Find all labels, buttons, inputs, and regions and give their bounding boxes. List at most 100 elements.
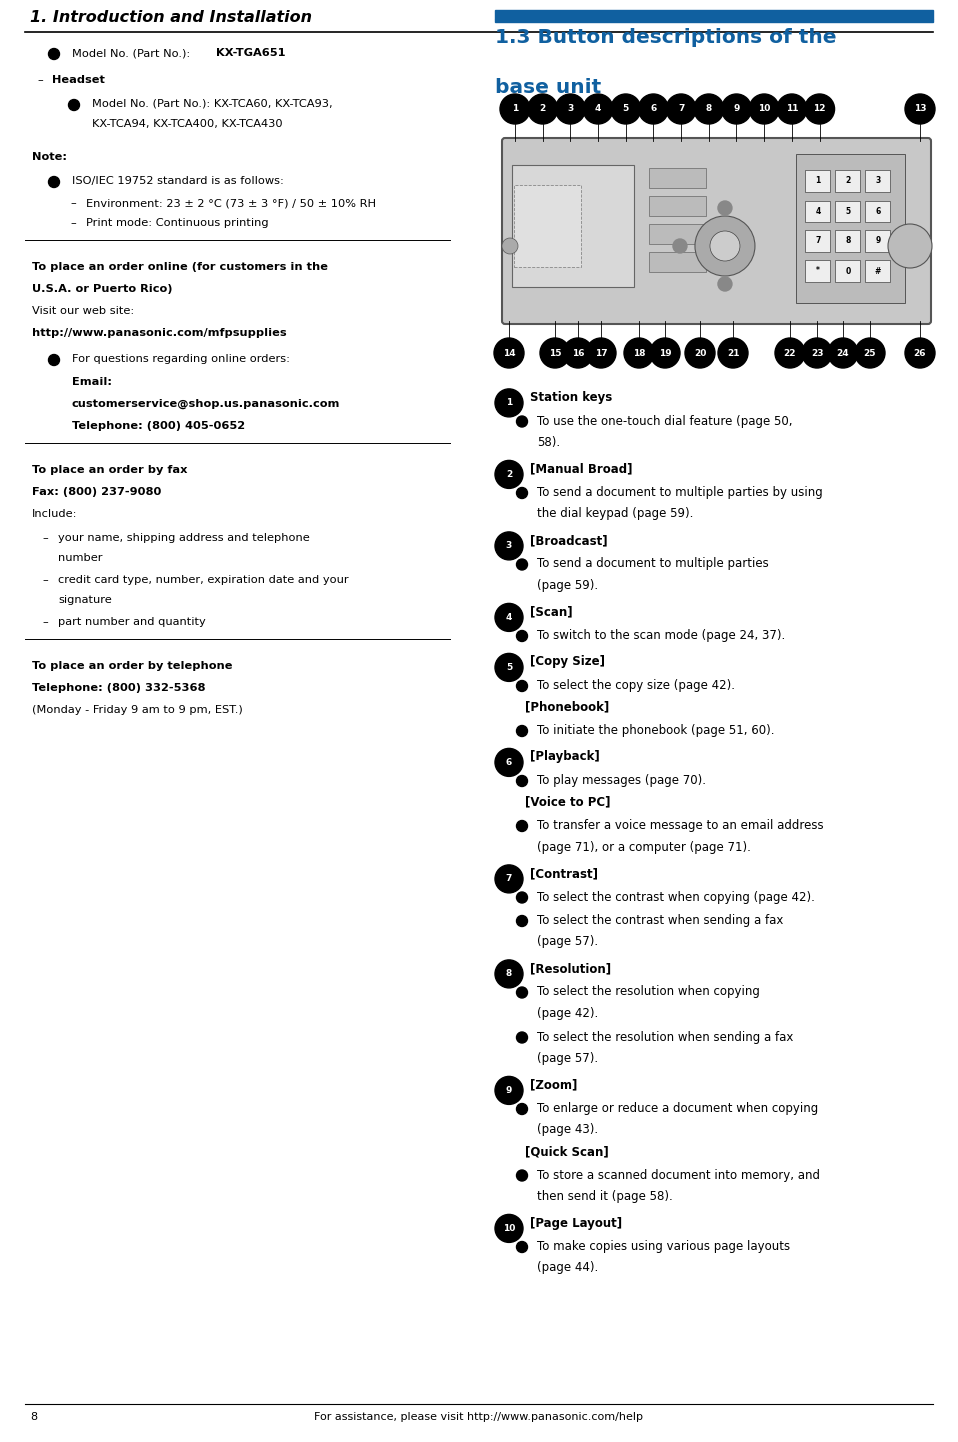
Text: 24: 24 xyxy=(836,349,850,358)
Text: Telephone: (800) 332-5368: Telephone: (800) 332-5368 xyxy=(32,684,206,694)
Text: 3: 3 xyxy=(876,176,880,186)
FancyBboxPatch shape xyxy=(865,261,891,281)
Text: 10: 10 xyxy=(758,104,770,114)
Text: Email:: Email: xyxy=(72,376,112,386)
Circle shape xyxy=(828,337,858,368)
Text: 25: 25 xyxy=(864,349,877,358)
Text: (page 44).: (page 44). xyxy=(537,1262,598,1275)
Text: To select the copy size (page 42).: To select the copy size (page 42). xyxy=(537,679,735,692)
Circle shape xyxy=(495,532,523,559)
Text: Telephone: (800) 405-0652: Telephone: (800) 405-0652 xyxy=(72,421,245,431)
Text: 20: 20 xyxy=(694,349,706,358)
Text: (page 57).: (page 57). xyxy=(537,936,598,949)
Text: 6: 6 xyxy=(650,104,656,114)
Text: 6: 6 xyxy=(876,206,880,215)
Text: (page 43).: (page 43). xyxy=(537,1123,598,1136)
FancyBboxPatch shape xyxy=(806,261,831,281)
Text: *: * xyxy=(816,267,820,275)
Text: (page 71), or a computer (page 71).: (page 71), or a computer (page 71). xyxy=(537,841,751,854)
Text: 2: 2 xyxy=(845,176,851,186)
Text: (page 57).: (page 57). xyxy=(537,1053,598,1066)
Circle shape xyxy=(516,681,528,692)
FancyBboxPatch shape xyxy=(649,252,706,273)
Text: Model No. (Part No.):: Model No. (Part No.): xyxy=(72,48,191,58)
FancyBboxPatch shape xyxy=(512,164,634,287)
Text: Station keys: Station keys xyxy=(530,391,612,404)
Text: –: – xyxy=(70,218,76,228)
Text: 3: 3 xyxy=(506,541,513,551)
Text: 7: 7 xyxy=(506,874,513,884)
FancyBboxPatch shape xyxy=(649,224,706,244)
FancyBboxPatch shape xyxy=(514,185,581,267)
Text: 26: 26 xyxy=(914,349,926,358)
Circle shape xyxy=(611,94,641,124)
Circle shape xyxy=(650,337,680,368)
Text: –: – xyxy=(70,198,76,208)
FancyBboxPatch shape xyxy=(835,261,860,281)
FancyBboxPatch shape xyxy=(806,200,831,222)
FancyBboxPatch shape xyxy=(806,170,831,192)
Circle shape xyxy=(495,960,523,988)
Text: base unit: base unit xyxy=(495,78,602,97)
Text: (page 59).: (page 59). xyxy=(537,580,598,593)
FancyBboxPatch shape xyxy=(649,196,706,216)
Circle shape xyxy=(718,337,748,368)
Circle shape xyxy=(516,1169,528,1181)
Circle shape xyxy=(516,559,528,570)
Circle shape xyxy=(516,630,528,642)
FancyBboxPatch shape xyxy=(835,231,860,251)
FancyBboxPatch shape xyxy=(796,154,905,303)
Circle shape xyxy=(516,1242,528,1253)
Circle shape xyxy=(685,337,715,368)
FancyBboxPatch shape xyxy=(495,19,933,22)
Text: 1. Introduction and Installation: 1. Introduction and Installation xyxy=(30,10,312,25)
Circle shape xyxy=(49,49,59,59)
Text: To select the resolution when sending a fax: To select the resolution when sending a … xyxy=(537,1031,793,1044)
Text: [Page Layout]: [Page Layout] xyxy=(530,1217,622,1230)
Text: To place an order by telephone: To place an order by telephone xyxy=(32,660,233,671)
Text: 5: 5 xyxy=(506,663,513,672)
Text: 8: 8 xyxy=(845,236,851,245)
Text: [Copy Size]: [Copy Size] xyxy=(530,656,605,669)
Text: 58).: 58). xyxy=(537,435,560,448)
Text: [Contrast]: [Contrast] xyxy=(530,867,598,880)
Text: –: – xyxy=(42,534,48,544)
Text: 2: 2 xyxy=(539,104,546,114)
Text: To store a scanned document into memory, and: To store a scanned document into memory,… xyxy=(537,1168,820,1181)
Circle shape xyxy=(495,603,523,632)
Circle shape xyxy=(494,337,524,368)
Circle shape xyxy=(516,487,528,499)
Text: (Monday - Friday 9 am to 9 pm, EST.): (Monday - Friday 9 am to 9 pm, EST.) xyxy=(32,705,242,715)
Text: 21: 21 xyxy=(727,349,740,358)
Text: 15: 15 xyxy=(549,349,561,358)
Text: signature: signature xyxy=(58,596,112,606)
Circle shape xyxy=(49,176,59,187)
FancyBboxPatch shape xyxy=(806,231,831,251)
Text: number: number xyxy=(58,552,103,562)
Text: 4: 4 xyxy=(595,104,602,114)
Circle shape xyxy=(673,239,687,252)
Text: 12: 12 xyxy=(813,104,826,114)
Text: Note:: Note: xyxy=(32,151,67,162)
Circle shape xyxy=(516,415,528,427)
Circle shape xyxy=(775,337,805,368)
Circle shape xyxy=(502,238,518,254)
Text: 1: 1 xyxy=(512,104,518,114)
FancyBboxPatch shape xyxy=(865,200,891,222)
Text: 5: 5 xyxy=(846,206,851,215)
Circle shape xyxy=(802,337,832,368)
Text: 16: 16 xyxy=(572,349,584,358)
Text: 11: 11 xyxy=(786,104,798,114)
FancyBboxPatch shape xyxy=(835,170,860,192)
Text: –: – xyxy=(42,575,48,585)
Text: 23: 23 xyxy=(810,349,823,358)
Text: Include:: Include: xyxy=(32,509,78,519)
Text: To place an order by fax: To place an order by fax xyxy=(32,464,188,474)
FancyBboxPatch shape xyxy=(865,170,891,192)
Text: To select the contrast when sending a fax: To select the contrast when sending a fa… xyxy=(537,914,784,927)
Circle shape xyxy=(516,893,528,903)
Circle shape xyxy=(905,94,935,124)
Text: To place an order online (for customers in the: To place an order online (for customers … xyxy=(32,262,328,273)
Text: 8: 8 xyxy=(506,969,513,979)
Text: 2: 2 xyxy=(506,470,513,479)
